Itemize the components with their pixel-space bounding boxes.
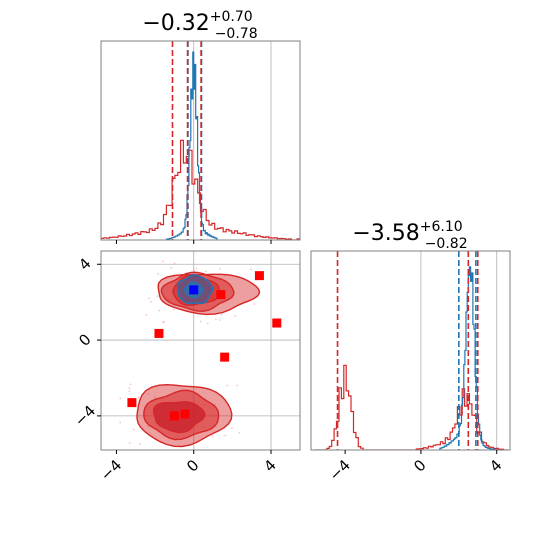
panel2-sample-dot — [206, 322, 209, 325]
panel2-sample-dot — [199, 320, 202, 323]
panel3-xtick-label-0: −4 — [326, 456, 354, 484]
panel2-sample-dot — [220, 313, 223, 316]
panel2-sample-dot — [250, 268, 252, 271]
red-square-marker-4 — [220, 352, 230, 362]
panel2-sample-dot — [154, 396, 156, 398]
panel2-sample-dot — [139, 443, 141, 446]
red-square-marker-5 — [127, 398, 137, 408]
panel3-xtick-label-1: 0 — [410, 456, 429, 475]
panel2-sample-dot — [234, 315, 237, 318]
panel1-ticks — [115, 240, 272, 244]
panel2-xtick-label-2: 4 — [260, 456, 279, 475]
panel2-ytick-label-2: −4 — [71, 402, 99, 430]
panel2-sample-dot — [226, 384, 229, 387]
panel-scatter-2d: −4 0 4 4 0 −4 — [71, 250, 301, 484]
panel-hist-param1 — [100, 40, 301, 244]
panel1-hist-blue — [166, 51, 218, 240]
panel2-marker-points — [127, 271, 282, 421]
panel2-sample-dot — [147, 393, 150, 395]
panel2-sample-dot — [137, 396, 140, 399]
panel2-sample-dot — [162, 260, 165, 263]
panel2-sample-dot — [211, 435, 214, 438]
panel1-histograms — [101, 51, 300, 240]
title-param1: −0.32+0.70 −0.78 — [142, 9, 257, 42]
panel2-sample-dot — [119, 421, 122, 424]
panel2-sample-dot — [150, 301, 152, 303]
panel2-sample-dot — [224, 434, 227, 437]
panel2-sample-dot — [147, 425, 150, 428]
panel2-ytick-label-0: 4 — [75, 255, 94, 274]
title-param1-sup: +0.70 — [210, 9, 253, 25]
red-square-marker-3 — [272, 318, 282, 328]
panel2-sample-dot — [148, 297, 150, 300]
panel2-sample-dot — [193, 269, 196, 272]
panel2-sample-dot — [214, 318, 217, 321]
panel2-sample-dot — [128, 442, 131, 444]
panel2-sample-dot — [173, 308, 176, 311]
panel2-xtick-label-1: 0 — [183, 456, 202, 475]
red-square-marker-0 — [154, 328, 164, 338]
panel2-sample-dot — [218, 319, 221, 321]
panel2-sample-dot — [132, 428, 135, 431]
panel2-sample-dot — [129, 383, 132, 386]
panel2-frame — [100, 250, 301, 451]
panel2-sample-dot — [231, 427, 233, 430]
panel3-ticks: −4 0 4 — [326, 450, 506, 484]
panel3-quantile-lines — [336, 251, 479, 450]
title-param2-sup: +6.10 — [420, 219, 463, 235]
blue-square-marker — [189, 285, 199, 295]
panel2-sample-dot — [128, 387, 131, 390]
panel2-sample-dot — [195, 267, 198, 270]
panel2-sample-dot — [145, 314, 148, 316]
panel1-quantile-lines — [171, 41, 203, 240]
panel2-sample-dot — [253, 303, 256, 305]
panel1-grid — [193, 41, 272, 240]
title-param2-sub: −0.82 — [425, 236, 468, 252]
panel2-sample-dot — [158, 309, 161, 312]
panel2-sample-dot — [163, 320, 165, 323]
title-param1-main: −0.32 — [142, 11, 209, 36]
panel1-hist-red — [101, 139, 300, 240]
panel2-sample-dot — [162, 321, 164, 324]
panel3-hist-red — [314, 364, 509, 450]
panel2-sample-dot — [204, 270, 207, 273]
red-square-marker-2 — [254, 271, 264, 281]
red-square-marker-7 — [180, 409, 190, 419]
panel2-sample-dot — [236, 384, 239, 387]
panel2-ytick-label-1: 0 — [75, 330, 94, 349]
panel2-sample-dot — [173, 262, 176, 265]
title-param1-sub: −0.78 — [215, 26, 258, 42]
red-square-marker-1 — [216, 290, 226, 300]
panel2-sample-dot — [156, 295, 159, 298]
title-param2: −3.58+6.10 −0.82 — [352, 219, 467, 252]
panel2-contours — [136, 271, 261, 448]
panel2-sample-dot — [238, 431, 241, 434]
panel2-sample-dot — [128, 390, 131, 392]
title-param2-main: −3.58 — [352, 221, 419, 246]
panel2-sample-dot — [157, 272, 159, 275]
lower-mode-contour-inner — [152, 401, 206, 434]
panel2-sample-dot — [119, 397, 122, 400]
panel2-sample-dot — [219, 267, 221, 270]
panel3-xtick-label-2: 4 — [486, 456, 505, 475]
panel2-xtick-label-0: −4 — [97, 456, 125, 484]
panel3-histograms — [314, 266, 509, 450]
panel3-frame — [310, 250, 511, 451]
panel1-frame — [100, 40, 301, 241]
panel3-grid — [420, 251, 498, 450]
red-square-marker-6 — [169, 411, 179, 421]
panel-hist-param2: −4 0 4 — [310, 250, 511, 484]
panel2-sample-dot — [170, 267, 173, 269]
